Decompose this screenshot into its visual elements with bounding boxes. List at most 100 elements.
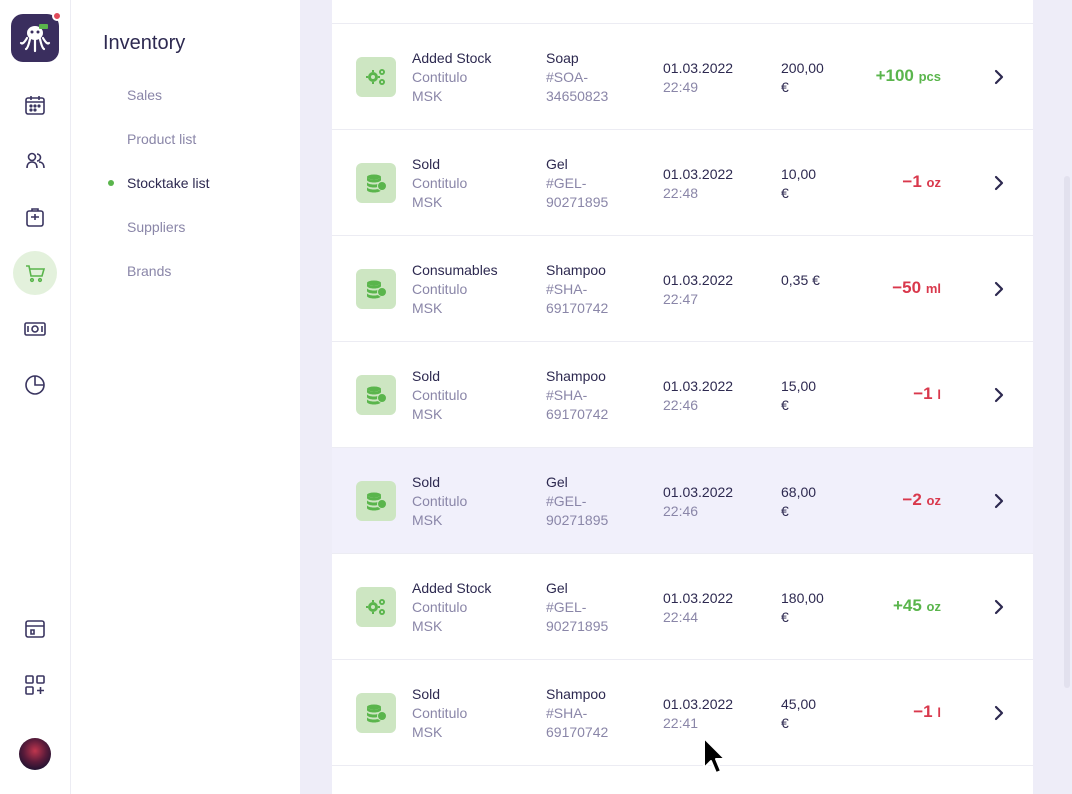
reports-button[interactable] <box>13 363 57 407</box>
submenu-item-sales[interactable]: Sales <box>127 87 163 103</box>
money-icon <box>24 322 46 336</box>
type-cell: Consumables Contitulo MSK <box>412 261 498 318</box>
product-code-line-2: 90271895 <box>546 512 609 528</box>
coins-stack-icon <box>367 280 387 299</box>
location-line-1: Contitulo <box>412 387 468 403</box>
row-icon-box <box>356 163 396 203</box>
price-line-1: 200,00 <box>781 60 824 76</box>
submenu-item-brands[interactable]: Brands <box>127 263 172 279</box>
product-code-line-1: #SHA- <box>546 387 588 403</box>
price-cell: 68,00 € <box>781 483 816 521</box>
clients-button[interactable] <box>13 139 57 183</box>
submenu-title: Inventory <box>103 32 186 54</box>
row-icon-box <box>356 693 396 733</box>
product-code-line-2: 34650823 <box>546 88 609 104</box>
chevron-right-icon[interactable] <box>990 68 1008 86</box>
quantity-cell: +100 pcs <box>876 66 941 86</box>
quantity-unit: pcs <box>918 69 941 84</box>
location-line-1: Contitulo <box>412 705 468 721</box>
icon-rail <box>0 0 71 794</box>
user-avatar[interactable] <box>19 738 51 770</box>
location-line-1: Contitulo <box>412 493 468 509</box>
product-code-line-2: 69170742 <box>546 300 609 316</box>
table-row-6[interactable]: Added Stock Contitulo MSK Gel #GEL- 9027… <box>332 554 1033 660</box>
type-cell: Sold Contitulo MSK <box>412 367 467 424</box>
table-row-1[interactable]: Added Stock Contitulo MSK Soap #SOA- 346… <box>332 24 1033 130</box>
row-time: 22:46 <box>663 503 699 519</box>
services-button[interactable] <box>13 195 57 239</box>
quantity-cell: −1 oz <box>902 172 941 192</box>
price-cell: 10,00 € <box>781 165 816 203</box>
row-icon-box <box>356 57 396 97</box>
money-button[interactable] <box>13 307 57 351</box>
submenu-item-suppliers[interactable]: Suppliers <box>127 219 186 235</box>
price-line-1: 45,00 <box>781 696 817 712</box>
product-code-line-1: #GEL- <box>546 599 587 615</box>
quantity-unit: oz <box>926 599 941 614</box>
cart-button[interactable] <box>13 251 57 295</box>
location-line-2: MSK <box>412 88 443 104</box>
coins-stack-icon <box>367 492 387 511</box>
octopus-logo-icon <box>19 24 51 53</box>
row-date: 01.03.2022 <box>663 60 734 76</box>
chevron-right-icon[interactable] <box>990 386 1008 404</box>
quantity-cell: −1 l <box>913 384 941 404</box>
price-cell: 45,00 € <box>781 695 816 733</box>
main-content: Added Stock Contitulo MSK Soap #SOA- 346… <box>300 0 1072 794</box>
coins-stack-icon <box>367 704 387 723</box>
type-cell: Sold Contitulo MSK <box>412 685 467 742</box>
row-time: 22:47 <box>663 291 699 307</box>
location-line-1: Contitulo <box>412 69 468 85</box>
chevron-right-icon[interactable] <box>990 598 1008 616</box>
table-row-4[interactable]: Sold Contitulo MSK Shampoo #SHA- 6917074… <box>332 342 1033 448</box>
row-time: 22:46 <box>663 397 699 413</box>
table-row-7[interactable]: Sold Contitulo MSK Shampoo #SHA- 6917074… <box>332 660 1033 766</box>
clients-icon <box>26 152 45 169</box>
apps-button[interactable] <box>13 663 57 707</box>
product-name: Gel <box>546 156 568 172</box>
layout-button[interactable] <box>13 607 57 651</box>
quantity-value: +100 <box>875 66 914 85</box>
price-line-1: 0,35 € <box>781 272 820 288</box>
cart-icon <box>26 265 46 283</box>
chevron-right-icon[interactable] <box>990 492 1008 510</box>
chevron-right-icon[interactable] <box>990 280 1008 298</box>
price-line-1: 15,00 <box>781 378 817 394</box>
quantity-cell: −50 ml <box>892 278 941 298</box>
product-cell: Shampoo #SHA- 69170742 <box>546 367 608 424</box>
table-row-2[interactable]: Sold Contitulo MSK Gel #GEL- 90271895 01… <box>332 130 1033 236</box>
row-icon-box <box>356 587 396 627</box>
app-logo[interactable] <box>11 11 62 62</box>
location-line-1: Contitulo <box>412 599 468 615</box>
gears-icon <box>366 69 385 85</box>
row-icon-box <box>356 481 396 521</box>
table-row-5[interactable]: Sold Contitulo MSK Gel #GEL- 90271895 01… <box>332 448 1033 554</box>
submenu-item-stocktake-list[interactable]: Stocktake list <box>127 175 210 191</box>
product-name: Soap <box>546 50 579 66</box>
product-cell: Shampoo #SHA- 69170742 <box>546 261 608 318</box>
quantity-cell: −2 oz <box>902 490 941 510</box>
product-cell: Gel #GEL- 90271895 <box>546 473 608 530</box>
quantity-value: −2 <box>902 490 922 509</box>
transaction-type: Consumables <box>412 262 498 278</box>
scrollbar-thumb[interactable] <box>1064 176 1070 688</box>
row-time: 22:49 <box>663 79 699 95</box>
location-line-2: MSK <box>412 512 443 528</box>
chevron-right-icon[interactable] <box>990 704 1008 722</box>
product-cell: Gel #GEL- 90271895 <box>546 579 608 636</box>
price-cell: 180,00 € <box>781 589 824 627</box>
location-line-2: MSK <box>412 618 443 634</box>
chevron-right-icon[interactable] <box>990 174 1008 192</box>
row-time: 22:41 <box>663 715 699 731</box>
quantity-unit: oz <box>926 493 941 508</box>
calendar-button[interactable] <box>13 83 57 127</box>
date-cell: 01.03.2022 22:47 <box>663 271 733 309</box>
quantity-cell: +45 oz <box>893 596 941 616</box>
submenu-item-product-list[interactable]: Product list <box>127 131 197 147</box>
gears-icon <box>366 599 385 615</box>
table-row-3[interactable]: Consumables Contitulo MSK Shampoo #SHA- … <box>332 236 1033 342</box>
price-line-2: € <box>781 715 789 731</box>
product-code-line-1: #GEL- <box>546 493 587 509</box>
quantity-value: −50 <box>892 278 922 297</box>
price-cell: 0,35 € <box>781 271 820 290</box>
